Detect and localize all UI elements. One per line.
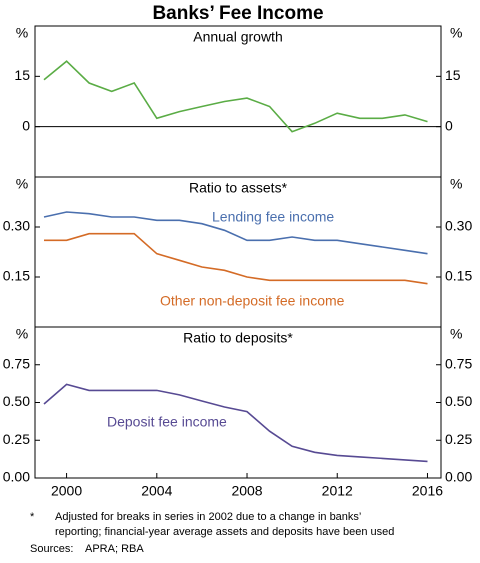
y-tick-label: 0.50 — [3, 393, 30, 409]
y-tick-label: 0.15 — [3, 268, 30, 284]
x-tick-label: 2012 — [322, 483, 353, 499]
y-unit: % — [16, 25, 28, 41]
series-label: Lending fee income — [212, 209, 334, 225]
y-tick-label: 0.75 — [445, 355, 472, 371]
y-unit: % — [16, 176, 28, 192]
y-tick-label: 0.25 — [445, 431, 472, 447]
y-tick-label: 0.30 — [445, 218, 472, 234]
series-line — [43, 60, 428, 133]
series-line — [43, 211, 428, 255]
y-unit: % — [450, 326, 462, 342]
series-line — [44, 232, 428, 285]
panel-title: Annual growth — [193, 29, 283, 45]
x-tick-label: 2004 — [141, 483, 172, 499]
y-tick-label: 0 — [22, 117, 30, 133]
x-tick-label: 2016 — [412, 483, 443, 499]
y-tick-label: 0 — [445, 117, 453, 133]
y-tick-label: 0.00 — [445, 469, 472, 485]
frame — [34, 25, 442, 479]
y-tick-label: 0.25 — [3, 431, 30, 447]
panel-title: Ratio to deposits* — [183, 330, 293, 346]
series-line — [43, 383, 428, 463]
y-tick-label: 15 — [14, 67, 30, 83]
note-marker: * — [30, 511, 35, 523]
source-text: APRA; RBA — [85, 543, 144, 555]
panel-title: Ratio to assets* — [189, 180, 288, 196]
series-label: Other non-deposit fee income — [160, 293, 345, 309]
y-tick-label: 0.75 — [3, 355, 30, 371]
source-label: Sources: — [30, 543, 73, 555]
y-unit: % — [450, 176, 462, 192]
note-line: reporting; financial-year average assets… — [55, 526, 394, 538]
y-unit: % — [16, 326, 28, 342]
y-unit: % — [450, 25, 462, 41]
y-tick-label: 0.30 — [3, 218, 30, 234]
x-tick-label: 2008 — [231, 483, 262, 499]
y-tick-label: 0.00 — [3, 469, 30, 485]
y-tick-label: 0.50 — [445, 393, 472, 409]
chart-title: Banks’ Fee Income — [152, 3, 323, 24]
series-label: Deposit fee income — [107, 414, 227, 430]
y-tick-label: 0.15 — [445, 268, 472, 284]
x-tick-label: 2000 — [51, 483, 82, 499]
note-line: Adjusted for breaks in series in 2002 du… — [55, 511, 361, 523]
y-tick-label: 15 — [445, 67, 461, 83]
